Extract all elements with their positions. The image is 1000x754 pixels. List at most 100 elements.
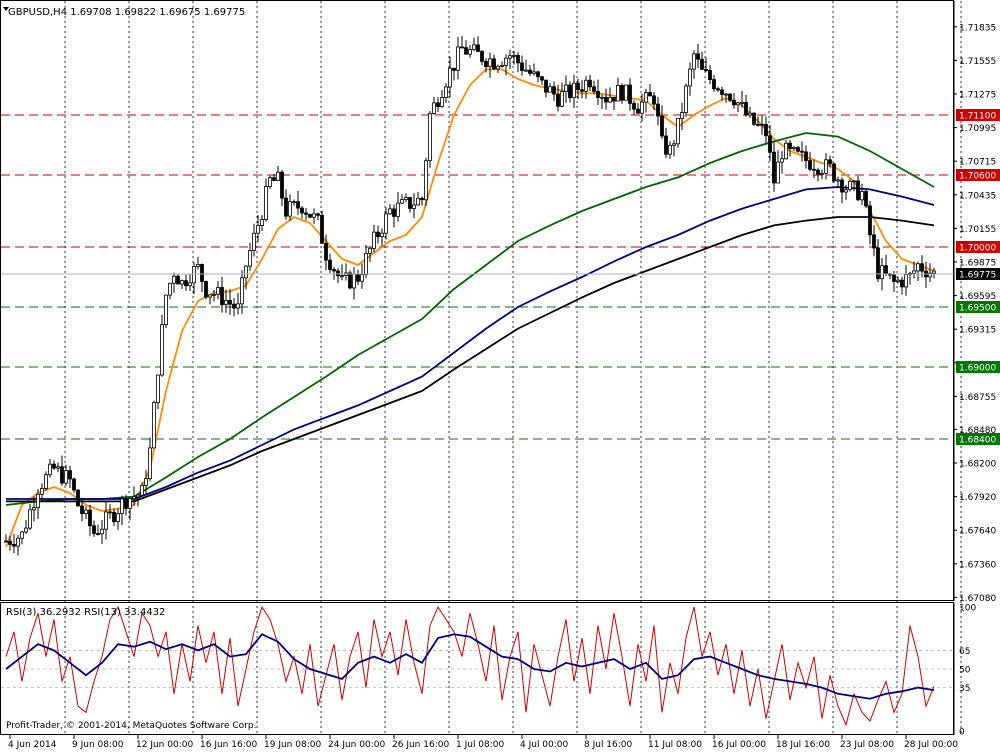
price-tick-label: 1.70715 <box>959 158 996 168</box>
candle-body <box>580 89 584 92</box>
candle-body <box>712 79 716 90</box>
candle-body <box>136 494 140 498</box>
candle-body <box>396 202 400 217</box>
price-tick-label: 1.68200 <box>959 460 996 470</box>
rsi-panel: 100 65 50 35 0 <box>1 603 976 738</box>
candle-body <box>792 147 796 149</box>
candle-body <box>212 293 216 296</box>
level-label-box <box>956 433 1000 445</box>
candle-body <box>876 247 880 280</box>
candle-body <box>112 511 116 523</box>
candle-body <box>180 280 184 285</box>
candle-body <box>488 58 492 67</box>
current-price-label: 1.69775 <box>959 271 996 281</box>
candle-body <box>328 259 332 270</box>
price-tick-label: 1.70995 <box>959 124 996 134</box>
candle-body <box>296 201 300 209</box>
x-tick-label: 16 Jul 00:00 <box>712 740 766 750</box>
candle-body <box>348 272 352 289</box>
candle-body <box>584 79 588 92</box>
candle-body <box>360 274 364 282</box>
collapse-triangle-icon[interactable] <box>3 7 9 11</box>
candle-body <box>660 115 664 137</box>
candle-body <box>308 213 312 218</box>
candle-body <box>716 88 720 91</box>
candle-body <box>444 86 448 98</box>
candle-body <box>256 225 260 234</box>
candle-body <box>872 234 876 249</box>
candle-body <box>752 112 756 125</box>
candle-body <box>740 102 744 104</box>
candle-body <box>408 197 412 209</box>
candle-body <box>252 232 256 251</box>
candle-body <box>300 207 304 214</box>
candle-body <box>600 96 604 99</box>
candle-body <box>468 49 472 55</box>
candle-body <box>836 179 840 182</box>
candle-body <box>36 493 40 509</box>
candle-body <box>528 69 532 74</box>
candle-body <box>196 264 200 267</box>
price-tick-label: 1.68755 <box>959 393 996 403</box>
candle-body <box>812 168 816 171</box>
price-tick-label: 1.70435 <box>959 191 996 201</box>
candle-body <box>132 496 136 500</box>
candle-body <box>852 180 856 183</box>
copyright-text: Profit-Trader, © 2001-2014, MetaQuotes S… <box>6 721 256 731</box>
candle-body <box>756 123 760 126</box>
candle-body <box>248 250 252 267</box>
candle-body <box>860 191 864 201</box>
candle-body <box>588 79 592 88</box>
x-tick-label: 28 Jul 00:00 <box>904 740 958 750</box>
candle-body <box>824 159 828 174</box>
candle-body <box>540 76 544 81</box>
candle-body <box>400 199 404 204</box>
candle-body <box>412 204 416 209</box>
candle-body <box>688 68 692 87</box>
x-tick-label: 26 Jun 16:00 <box>392 740 449 750</box>
candle-body <box>40 488 44 495</box>
candle-body <box>916 263 920 272</box>
candle-body <box>420 197 424 201</box>
price-tick-label: 1.69875 <box>959 259 996 269</box>
x-tick-label: 1 Jul 08:00 <box>456 740 505 750</box>
price-tick-label: 1.67920 <box>959 493 996 503</box>
candle-body <box>620 85 624 101</box>
candle-body <box>152 402 156 449</box>
candle-body <box>376 231 380 238</box>
candle-body <box>312 213 316 218</box>
candle-body <box>156 374 160 404</box>
candle-body <box>216 287 220 295</box>
level-label: 1.70000 <box>959 244 996 254</box>
candle-body <box>68 470 72 480</box>
candle-body <box>188 282 192 287</box>
candle-body <box>284 197 288 217</box>
candle-body <box>732 99 736 106</box>
candle-body <box>608 97 612 103</box>
candle-body <box>920 263 924 272</box>
candle-body <box>784 142 788 160</box>
price-tick-label: 1.69595 <box>959 292 996 302</box>
candle-body <box>656 103 660 117</box>
candle-body <box>652 95 656 105</box>
level-label: 1.69000 <box>959 364 996 374</box>
candle-body <box>320 214 324 244</box>
candle-body <box>104 511 108 530</box>
candle-body <box>416 197 420 206</box>
moving-average-line <box>6 186 935 500</box>
candle-body <box>340 275 344 277</box>
candle-body <box>796 147 800 152</box>
candle-body <box>324 242 328 261</box>
candle-body <box>728 93 732 101</box>
candle-body <box>604 96 608 103</box>
candle-body <box>684 85 688 113</box>
candle-body <box>848 180 852 191</box>
level-label: 1.68400 <box>959 436 996 446</box>
price-tick-label: 1.71555 <box>959 57 996 67</box>
candle-body <box>576 82 580 91</box>
candle-body <box>448 67 452 88</box>
candle-body <box>520 62 524 71</box>
x-tick-label: 24 Jun 00:00 <box>328 740 385 750</box>
x-tick-label: 8 Jul 16:00 <box>584 740 633 750</box>
